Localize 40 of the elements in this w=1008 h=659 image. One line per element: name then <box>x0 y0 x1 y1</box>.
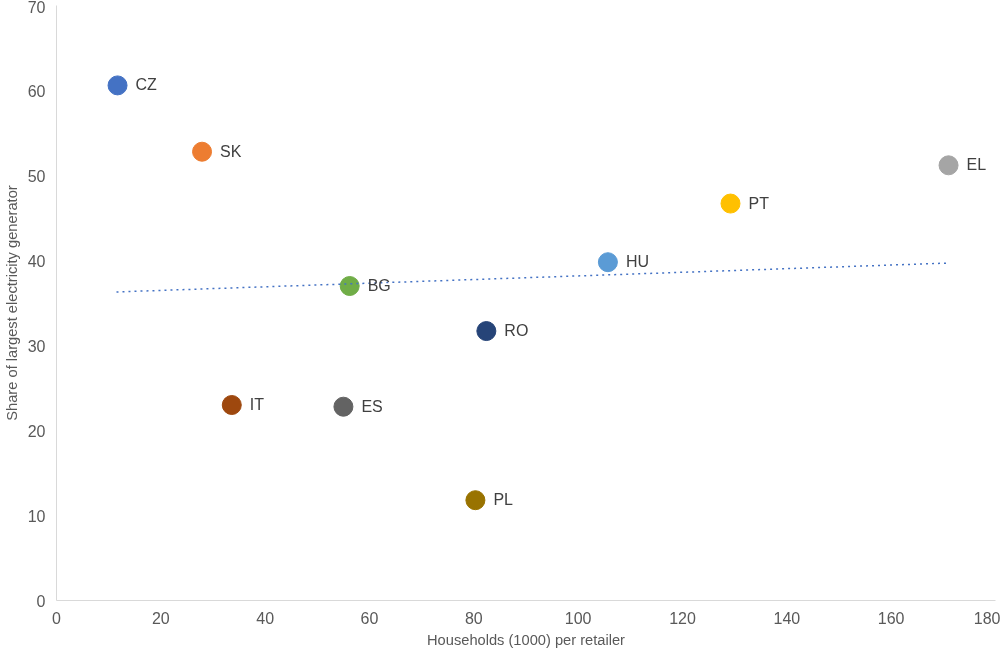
series-label: PL <box>493 491 514 509</box>
y-tick-label: 70 <box>27 0 46 16</box>
series-label: ES <box>361 397 383 415</box>
x-tick-label: 120 <box>669 609 696 627</box>
point <box>720 193 741 214</box>
x-tick-label: 40 <box>256 609 275 627</box>
series-label: RO <box>504 322 529 340</box>
y-tick-label: 50 <box>27 167 46 185</box>
point <box>476 321 497 342</box>
x-axis-title: Households (1000) per retailer <box>427 631 626 648</box>
y-tick-label: 30 <box>27 337 46 355</box>
point <box>339 276 360 296</box>
series-label: SK <box>220 142 242 160</box>
series-label: PT <box>748 194 770 212</box>
point <box>938 155 959 176</box>
x-tick-label: 0 <box>52 609 62 627</box>
y-tick-label: 20 <box>27 422 46 440</box>
x-tick-label: 60 <box>360 609 379 627</box>
point <box>192 141 213 162</box>
point <box>597 252 618 273</box>
y-tick-label: 10 <box>27 507 46 525</box>
series-label: HU <box>625 253 650 271</box>
y-tick-label: 0 <box>36 592 46 610</box>
x-tick-label: 100 <box>564 609 592 627</box>
series-label: CZ <box>135 76 158 94</box>
series-label: IT <box>249 396 265 413</box>
x-tick-label: 20 <box>151 609 170 627</box>
point <box>333 396 354 417</box>
x-tick-label: 140 <box>773 609 801 627</box>
y-tick-label: 40 <box>27 252 46 270</box>
y-tick-label: 60 <box>27 82 46 100</box>
series-label: BG <box>367 277 391 294</box>
series-label: EL <box>966 156 987 174</box>
x-tick-label: 160 <box>877 609 905 627</box>
x-tick-label: 80 <box>464 609 483 627</box>
y-axis-title: Share of largest electricity generator <box>3 185 20 421</box>
point <box>465 490 486 511</box>
point <box>221 395 242 415</box>
point <box>107 75 128 96</box>
x-tick-label: 180 <box>973 609 1001 627</box>
